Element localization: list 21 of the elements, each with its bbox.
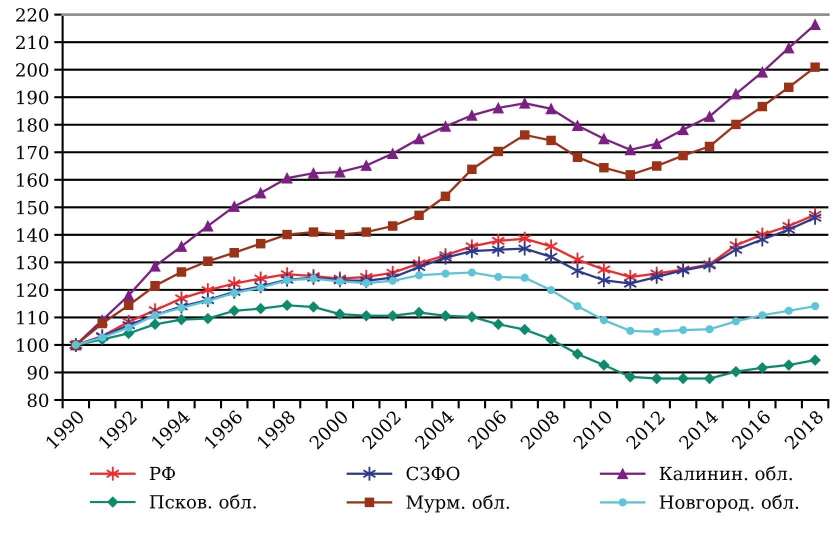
y-tick-label: 220	[16, 8, 48, 22]
y-tick-label: 80	[28, 393, 48, 408]
legend-label: Псков. обл.	[150, 494, 256, 509]
y-tick-label: 110	[17, 310, 48, 325]
y-tick-label: 210	[16, 36, 48, 50]
y-tick-label: 200	[16, 63, 48, 77]
y-tick-label: 180	[17, 118, 48, 132]
y-tick-label: 150	[17, 200, 48, 214]
legend-label: РФ	[150, 466, 175, 480]
y-tick-label: 90	[28, 366, 48, 380]
y-tick-label: 170	[17, 146, 48, 160]
legend-label: Мурм. обл.	[406, 494, 509, 513]
legend-label: Новгород. обл.	[660, 494, 798, 512]
y-tick-label: 160	[17, 173, 48, 187]
y-tick-label: 130	[17, 256, 48, 270]
legend-label: Калинин. обл.	[660, 466, 792, 480]
y-tick-label: 140	[17, 228, 48, 242]
y-tick-label: 120	[17, 283, 48, 298]
y-tick-label: 190	[17, 90, 48, 104]
legend-label: СЗФО	[406, 466, 460, 480]
y-tick-label: 100	[17, 338, 48, 352]
